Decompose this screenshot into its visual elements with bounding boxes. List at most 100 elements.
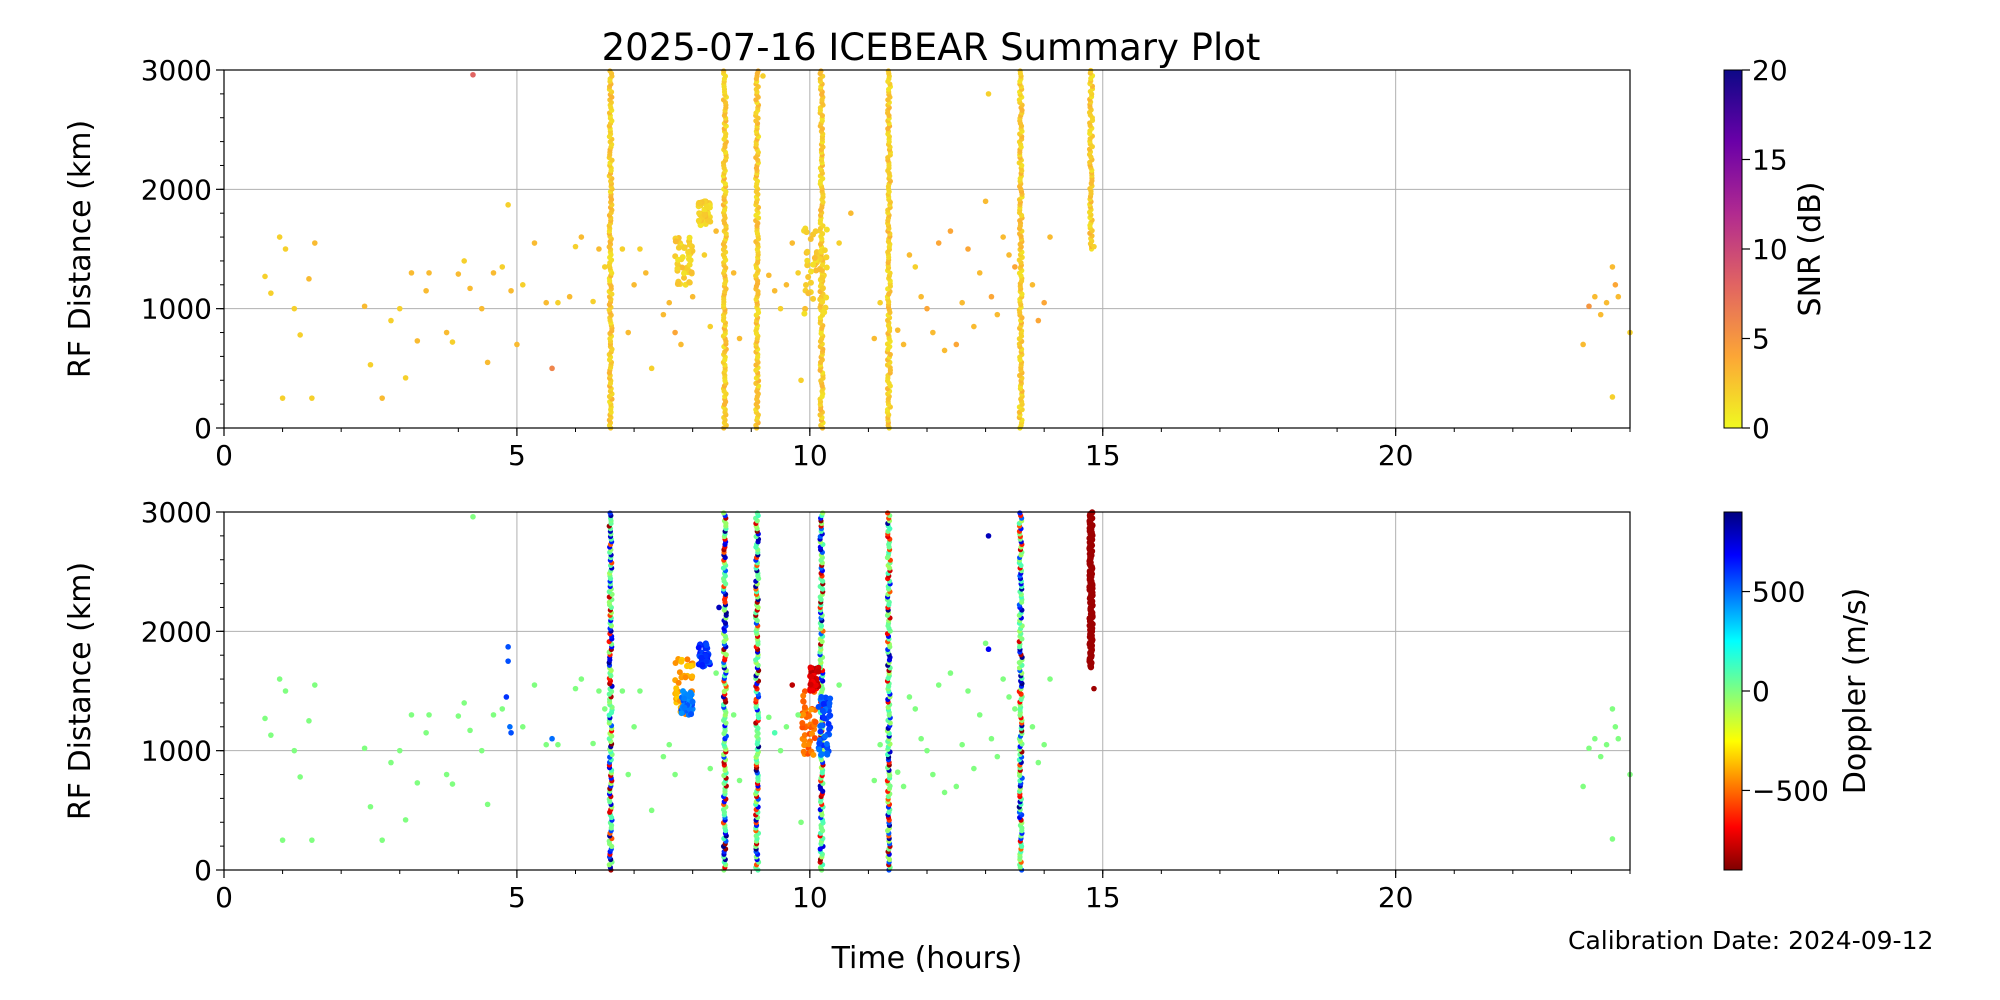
data-point	[388, 317, 394, 324]
data-point	[291, 305, 298, 312]
data-point	[1609, 394, 1616, 400]
data-point	[695, 217, 702, 224]
data-point	[423, 729, 429, 736]
data-point	[1035, 317, 1042, 324]
data-point	[309, 837, 315, 843]
data-point	[935, 682, 942, 688]
data-point	[824, 750, 831, 757]
data-point	[505, 658, 511, 664]
data-point	[808, 706, 815, 713]
data-point	[820, 700, 827, 707]
data-point	[681, 270, 688, 277]
data-point	[678, 710, 685, 717]
data-point	[648, 365, 655, 372]
data-point	[736, 335, 743, 342]
data-point	[1047, 676, 1053, 682]
data-point	[672, 659, 679, 666]
data-point	[549, 735, 555, 742]
data-point	[672, 238, 679, 245]
data-point	[262, 273, 268, 280]
data-point	[766, 714, 772, 721]
y-tick-label: 0	[194, 854, 212, 887]
data-point	[811, 254, 818, 261]
data-point	[721, 510, 727, 516]
data-point	[823, 741, 830, 748]
data-point	[262, 715, 268, 722]
data-point	[819, 707, 826, 714]
data-point	[918, 735, 924, 742]
x-tick-label: 15	[1085, 881, 1121, 914]
y-tick-label: 3000	[141, 54, 212, 87]
data-point	[686, 234, 693, 241]
data-point	[822, 733, 829, 740]
data-point	[499, 706, 506, 712]
data-point	[1603, 741, 1610, 748]
data-point	[826, 726, 833, 733]
data-point	[807, 279, 814, 286]
data-point	[679, 264, 686, 271]
data-point	[388, 759, 394, 766]
data-point	[713, 670, 719, 676]
data-point	[660, 753, 667, 760]
data-point	[282, 688, 289, 694]
data-point	[924, 747, 930, 754]
data-point	[572, 685, 579, 692]
data-point	[673, 685, 680, 692]
data-point	[818, 694, 825, 701]
data-point	[877, 299, 883, 306]
data-point	[985, 646, 992, 653]
data-point	[885, 68, 891, 74]
data-point	[821, 715, 828, 722]
data-point	[798, 819, 804, 826]
data-point	[490, 712, 497, 718]
data-point	[505, 644, 511, 650]
data-point	[312, 240, 318, 246]
data-point	[766, 272, 772, 279]
data-point	[755, 68, 761, 74]
data-point	[827, 695, 834, 702]
y-tick-label: 1000	[141, 293, 212, 326]
data-point	[682, 674, 689, 681]
y-tick-label: 1000	[141, 735, 212, 768]
data-point	[815, 668, 822, 675]
data-point	[696, 200, 703, 207]
chart-title: 2025-07-16 ICEBEAR Summary Plot	[602, 26, 1261, 69]
data-point	[414, 780, 421, 786]
data-point	[716, 604, 722, 611]
data-point	[1580, 341, 1586, 348]
colorbar-tick-label: −500	[1752, 774, 1829, 807]
data-point	[994, 753, 1001, 760]
data-point	[449, 781, 456, 787]
data-point	[930, 329, 936, 336]
data-point	[799, 724, 806, 731]
data-point	[590, 740, 596, 747]
data-point	[730, 270, 737, 276]
data-point	[689, 698, 696, 705]
data-point	[836, 240, 842, 246]
data-point	[675, 679, 682, 686]
data-point	[396, 747, 403, 754]
data-point	[817, 728, 824, 735]
data-point	[625, 771, 632, 778]
data-point	[808, 268, 815, 275]
data-point	[800, 748, 807, 755]
data-point	[514, 341, 520, 348]
data-point	[988, 293, 995, 300]
data-point	[807, 664, 814, 671]
data-point	[519, 282, 526, 288]
data-point	[976, 270, 983, 276]
data-point	[805, 741, 812, 748]
data-point	[965, 246, 971, 252]
data-point	[681, 695, 688, 702]
data-point	[455, 713, 462, 719]
data-point	[680, 688, 687, 695]
data-point	[543, 299, 550, 306]
x-tick-label: 15	[1085, 439, 1121, 472]
data-point	[802, 305, 809, 312]
data-point	[643, 270, 649, 276]
data-point	[291, 747, 298, 754]
data-point	[818, 68, 824, 74]
data-point	[800, 692, 807, 699]
data-point	[443, 771, 450, 778]
data-point	[801, 310, 808, 317]
